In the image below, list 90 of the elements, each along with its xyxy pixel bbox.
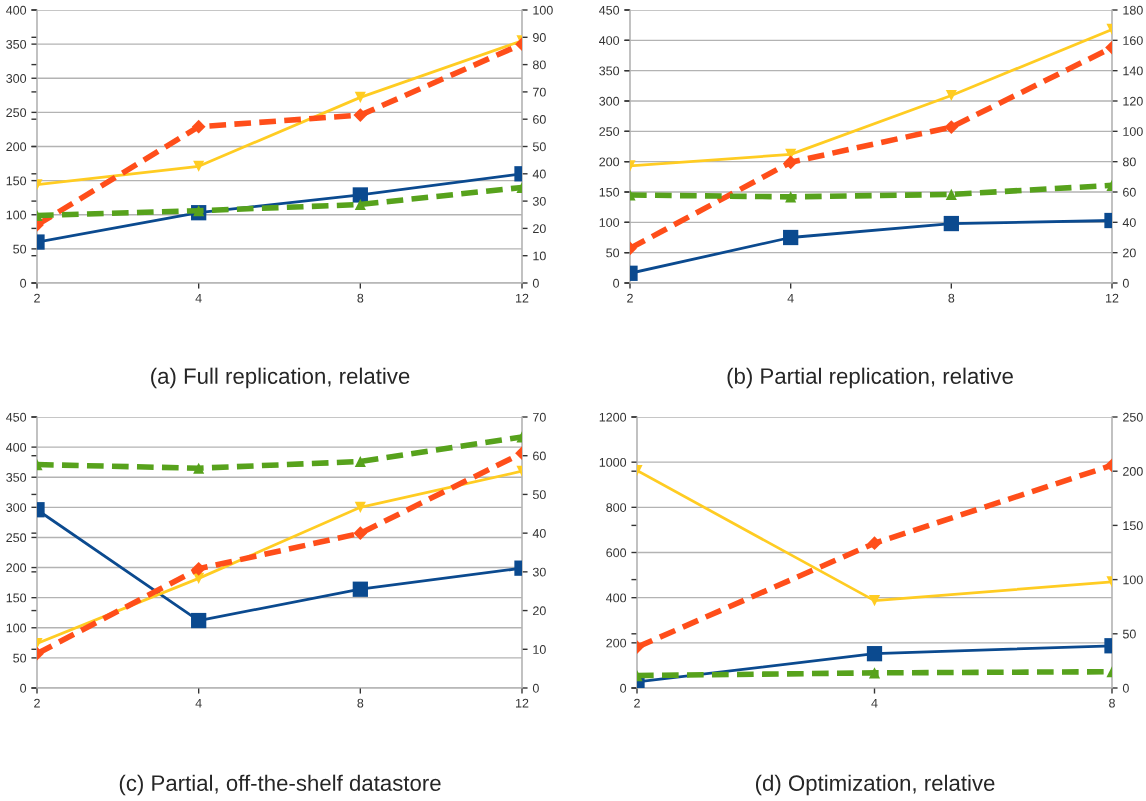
x-tick-label: 2: [34, 293, 40, 303]
y2-tick-label: 20: [1123, 248, 1136, 258]
x-tick-label: 12: [1106, 293, 1119, 303]
text: (d) Optimization, relative: [755, 774, 995, 796]
x-tick-label: 8: [948, 293, 955, 303]
y-tick-label: 800: [606, 503, 627, 512]
y-tick-label: 200: [606, 638, 627, 648]
y2-tick-label: 60: [533, 115, 546, 124]
y-tick-label: 200: [599, 157, 620, 167]
x-tick-label: 8: [1109, 698, 1115, 708]
y2-tick-label: 80: [1122, 157, 1136, 167]
x-tick-label: 4: [195, 698, 202, 708]
x-tick-label: 2: [627, 293, 633, 303]
y-tick-label: 150: [6, 176, 27, 186]
y-tick-label: 300: [6, 503, 27, 512]
y-tick-label: 0: [20, 683, 27, 693]
y-tick-label: 300: [599, 96, 620, 106]
y-tick-label: 0: [20, 278, 27, 288]
text: (c) Partial, off-the-shelf datastore: [119, 774, 441, 796]
y-tick-label: 350: [6, 39, 27, 49]
y2-tick-label: 140: [1123, 66, 1143, 76]
y-tick-label: 400: [599, 36, 620, 45]
y-tick-label: 450: [599, 5, 620, 15]
y2-tick-label: 150: [1123, 521, 1143, 531]
y2-tick-label: 20: [533, 606, 546, 616]
x-tick-label: 4: [195, 293, 202, 303]
y2-tick-label: 0: [1122, 683, 1129, 693]
y2-tick-label: 70: [533, 412, 546, 422]
y2-tick-label: 40: [532, 528, 546, 538]
y2-tick-label: 250: [1123, 412, 1143, 422]
y-tick-label: 100: [599, 218, 620, 227]
y2-tick-label: 100: [533, 5, 553, 15]
y-tick-label: 400: [6, 442, 27, 452]
y2-tick-label: 200: [1123, 467, 1143, 476]
y-tick-label: 400: [606, 593, 627, 603]
y2-tick-label: 60: [533, 451, 546, 461]
y2-tick-label: 0: [532, 278, 539, 288]
y2-tick-label: 50: [532, 142, 546, 152]
y-tick-label: 150: [6, 593, 27, 603]
x-tick-label: 4: [787, 293, 794, 303]
y-tick-label: 50: [13, 244, 27, 254]
x-tick-label: 8: [357, 293, 364, 303]
y2-tick-label: 30: [532, 196, 546, 206]
text: (a) Full replication, relative: [151, 367, 410, 389]
y2-tick-label: 100: [1123, 575, 1143, 585]
y2-tick-label: 20: [533, 224, 546, 234]
x-tick-label: 12: [516, 698, 529, 708]
y2-tick-label: 90: [533, 33, 546, 42]
y2-tick-label: 30: [532, 567, 546, 577]
y2-tick-label: 70: [533, 87, 546, 97]
y-tick-label: 450: [6, 412, 27, 422]
y-tick-label: 250: [599, 127, 620, 136]
y-tick-label: 50: [13, 653, 27, 663]
y2-tick-label: 100: [1123, 127, 1143, 136]
y-tick-label: 50: [606, 248, 620, 258]
y-tick-label: 350: [599, 66, 620, 76]
y2-tick-label: 40: [1122, 218, 1136, 227]
x-tick-label: 2: [634, 698, 640, 708]
y2-tick-label: 40: [532, 169, 546, 179]
y-tick-label: 300: [6, 74, 27, 83]
y2-tick-label: 120: [1123, 96, 1143, 106]
y2-tick-label: 50: [532, 490, 546, 500]
y-tick-label: 200: [6, 142, 27, 152]
y2-tick-label: 0: [532, 683, 539, 693]
y2-tick-label: 0: [1122, 278, 1129, 288]
y-tick-label: 1000: [599, 457, 627, 467]
x-tick-label: 4: [871, 698, 878, 708]
y-tick-label: 250: [6, 108, 27, 118]
y-tick-label: 600: [606, 548, 627, 558]
y-tick-label: 100: [6, 210, 27, 220]
y-tick-label: 250: [6, 533, 27, 543]
x-tick-label: 12: [516, 293, 529, 303]
y2-tick-label: 160: [1123, 36, 1143, 45]
y2-tick-label: 50: [1122, 629, 1136, 639]
y-tick-label: 200: [6, 563, 27, 573]
y2-tick-label: 10: [533, 645, 546, 654]
y2-tick-label: 80: [532, 60, 546, 70]
y2-tick-label: 10: [533, 251, 546, 261]
y-tick-label: 1200: [599, 412, 627, 422]
x-tick-label: 2: [34, 698, 40, 708]
y-tick-label: 100: [6, 623, 27, 633]
y2-tick-label: 60: [1123, 187, 1136, 197]
y-tick-label: 0: [613, 278, 620, 288]
text: (b) Partial replication, relative: [727, 367, 1013, 389]
y-tick-label: 350: [6, 473, 27, 482]
y-tick-label: 0: [620, 683, 627, 693]
x-tick-label: 8: [357, 698, 364, 708]
y2-tick-label: 180: [1123, 5, 1143, 15]
y-tick-label: 400: [6, 5, 27, 15]
y-tick-label: 150: [599, 187, 620, 197]
